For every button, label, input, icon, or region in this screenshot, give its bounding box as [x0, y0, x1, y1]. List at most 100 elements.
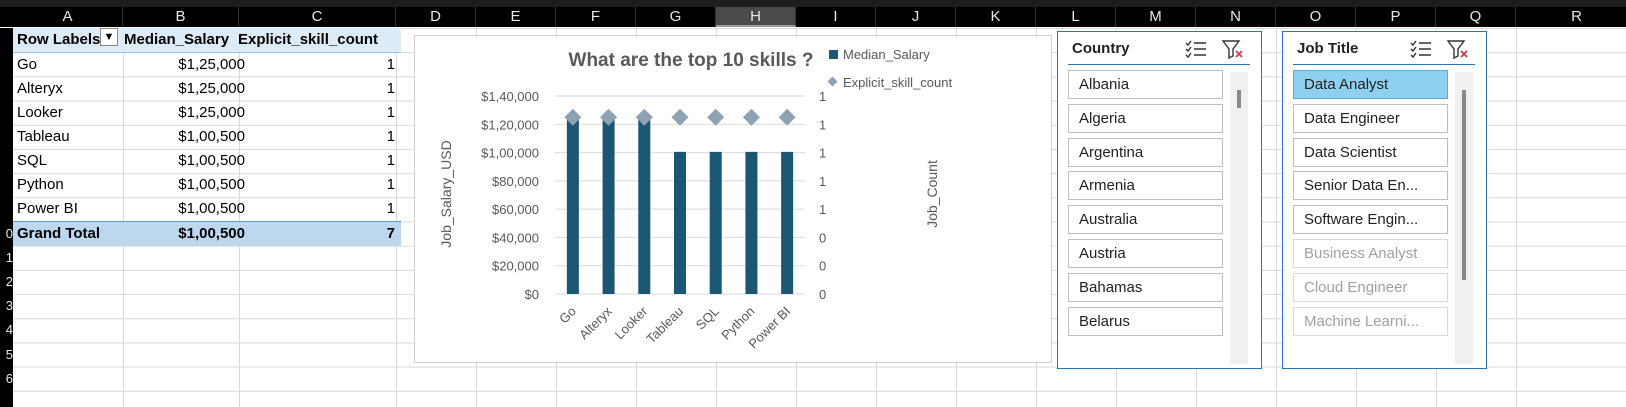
pivot-table[interactable]: Row Labels ▼ Median_Salary Explicit_skil…: [13, 28, 401, 246]
job-title-item[interactable]: Machine Learni...: [1293, 306, 1448, 336]
column-header-l[interactable]: L: [1036, 7, 1116, 27]
grand-total-salary: $1,00,500: [178, 225, 245, 242]
column-header-f[interactable]: F: [556, 7, 636, 27]
job-title-item[interactable]: Data Scientist: [1293, 137, 1448, 167]
column-header-r[interactable]: R: [1516, 7, 1626, 27]
country-item[interactable]: Australia: [1068, 205, 1223, 235]
y2-tick-label: 0: [819, 287, 826, 302]
job-title-item[interactable]: Data Engineer: [1293, 103, 1448, 133]
pivot-row[interactable]: Python $1,00,500 1: [13, 173, 401, 197]
grand-total-label: Grand Total: [17, 225, 101, 242]
multi-select-icon[interactable]: [1184, 38, 1208, 60]
y2-tick-label: 1: [819, 174, 826, 189]
y-tick-label: $40,000: [492, 230, 539, 245]
y-tick-label: $60,000: [492, 202, 539, 217]
grid-column-line: [1276, 28, 1277, 407]
row-header[interactable]: [0, 52, 13, 76]
column-header-h[interactable]: H: [716, 7, 796, 27]
row-header[interactable]: [0, 149, 13, 173]
pivot-row-salary: $1,25,000: [178, 56, 245, 73]
grid-column-line: [239, 28, 240, 407]
job-title-slicer[interactable]: Job Title Data Analyst Data Engineer Data …: [1282, 31, 1487, 369]
skill-count-header[interactable]: Explicit_skill_count: [238, 31, 379, 48]
column-header-a[interactable]: A: [13, 7, 123, 27]
row-header[interactable]: [0, 197, 13, 221]
column-header-o[interactable]: O: [1276, 7, 1356, 27]
country-item[interactable]: Austria: [1068, 239, 1223, 268]
column-header-i[interactable]: I: [796, 7, 876, 27]
scrollbar-track[interactable]: [1230, 72, 1248, 364]
row-header[interactable]: 3: [5, 298, 13, 314]
row-header[interactable]: 2: [5, 274, 13, 289]
column-header-n[interactable]: N: [1196, 7, 1276, 27]
job-title-item[interactable]: Data Analyst: [1293, 70, 1448, 99]
column-header-c[interactable]: C: [239, 7, 396, 27]
column-header-j[interactable]: J: [876, 7, 956, 27]
column-header-k[interactable]: K: [956, 7, 1036, 27]
row-header[interactable]: 1: [5, 249, 13, 265]
country-item[interactable]: Algeria: [1068, 103, 1223, 133]
country-item[interactable]: Belarus: [1068, 306, 1223, 336]
pivot-row-label: Go: [17, 56, 38, 73]
row-header[interactable]: [0, 101, 13, 125]
multi-select-icon[interactable]: [1409, 38, 1433, 60]
pivot-row[interactable]: Go $1,25,000 1: [13, 53, 401, 77]
job-title-item[interactable]: Cloud Engineer: [1293, 272, 1448, 302]
combo-chart[interactable]: What are the top 10 skills ? $0 0 $20,000 0 $…: [414, 35, 1052, 363]
column-header-b[interactable]: B: [123, 7, 239, 27]
row-header[interactable]: [0, 125, 13, 149]
pivot-row-count: 1: [386, 152, 395, 169]
pivot-row-label: SQL: [17, 152, 48, 169]
column-header-e[interactable]: E: [476, 7, 556, 27]
row-header[interactable]: 6: [5, 370, 13, 386]
scrollbar-thumb[interactable]: [1237, 90, 1241, 108]
y-tick-label: $80,000: [492, 174, 539, 189]
row-header[interactable]: 0: [5, 225, 13, 241]
column-header-q[interactable]: Q: [1436, 7, 1516, 27]
y-tick-label: $0: [525, 287, 539, 302]
country-item[interactable]: Armenia: [1068, 171, 1223, 201]
row-header[interactable]: 4: [5, 322, 13, 338]
row-header[interactable]: [0, 76, 13, 100]
clear-filter-icon[interactable]: [1221, 38, 1245, 60]
country-item[interactable]: Argentina: [1068, 137, 1223, 167]
x-tick-label: Go: [556, 304, 579, 327]
filter-icon[interactable]: ▼: [100, 28, 118, 46]
skill-count-marker: [564, 108, 582, 126]
median-salary-header[interactable]: Median_Salary: [124, 31, 230, 48]
row-labels-header[interactable]: Row Labels: [17, 31, 101, 48]
job-title-item[interactable]: Business Analyst: [1293, 239, 1448, 268]
pivot-row-count: 1: [386, 200, 395, 217]
pivot-row[interactable]: Power BI $1,00,500 1: [13, 197, 401, 221]
country-slicer[interactable]: Country Albania Algeria Argentina Armenia Au…: [1057, 31, 1262, 369]
job-title-item[interactable]: Senior Data En...: [1293, 171, 1448, 201]
pivot-row[interactable]: SQL $1,00,500 1: [13, 149, 401, 173]
column-header-g[interactable]: G: [636, 7, 716, 27]
pivot-grand-total-row[interactable]: Grand Total $1,00,500 7: [13, 221, 401, 246]
grand-total-count: 7: [386, 225, 395, 242]
country-item[interactable]: Albania: [1068, 70, 1223, 99]
x-tick-label: Alteryx: [576, 303, 615, 342]
job-title-item[interactable]: Software Engin...: [1293, 205, 1448, 235]
pivot-row-salary: $1,25,000: [178, 80, 245, 97]
row-header[interactable]: 5: [5, 346, 13, 362]
pivot-row[interactable]: Looker $1,25,000 1: [13, 101, 401, 125]
column-header-d[interactable]: D: [396, 7, 476, 27]
pivot-row[interactable]: Alteryx $1,25,000 1: [13, 77, 401, 101]
skill-count-marker: [742, 108, 760, 126]
x-tick-label: Tableau: [643, 304, 686, 347]
scrollbar-thumb[interactable]: [1462, 90, 1466, 280]
pivot-row-label: Power BI: [17, 200, 78, 217]
legend-label-skill-count: Explicit_skill_count: [843, 75, 952, 90]
pivot-row-salary: $1,00,500: [178, 200, 245, 217]
row-header[interactable]: [0, 173, 13, 197]
row-header[interactable]: [0, 28, 13, 52]
pivot-row-salary: $1,00,500: [178, 176, 245, 193]
chart-svg: What are the top 10 skills ? $0 0 $20,000 0 $…: [438, 47, 952, 351]
column-header-m[interactable]: M: [1116, 7, 1196, 27]
country-item[interactable]: Bahamas: [1068, 272, 1223, 302]
column-header-p[interactable]: P: [1356, 7, 1436, 27]
pivot-row[interactable]: Tableau $1,00,500 1: [13, 125, 401, 149]
clear-filter-icon[interactable]: [1446, 38, 1470, 60]
